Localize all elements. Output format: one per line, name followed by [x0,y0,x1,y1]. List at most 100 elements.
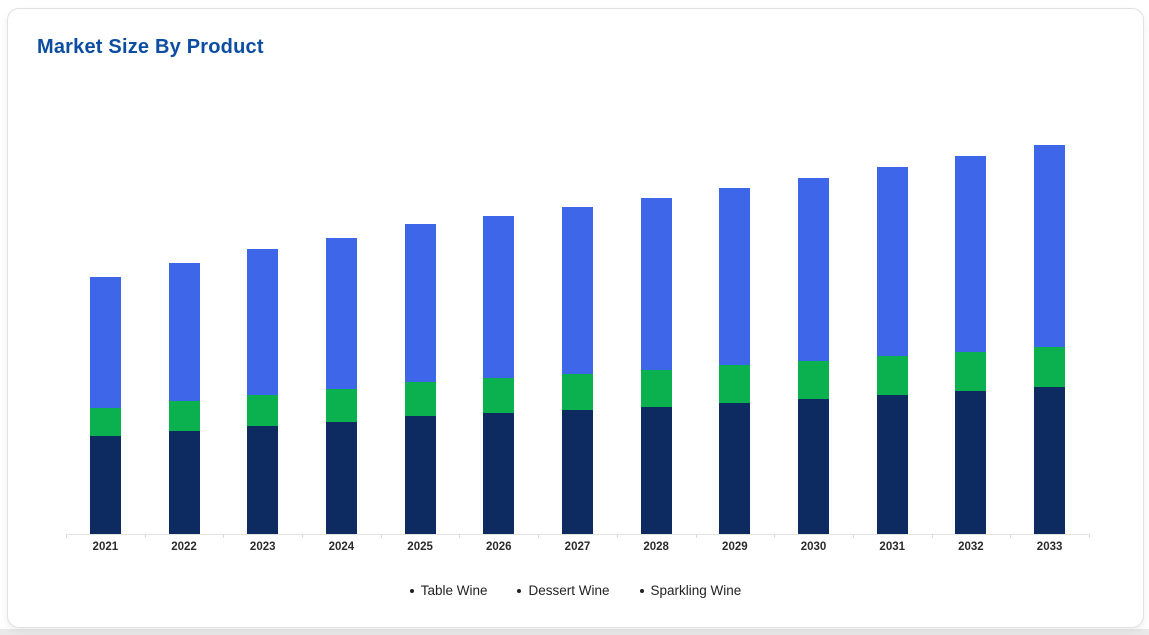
bar-segment-dessert-wine[interactable] [483,378,515,413]
bar-2025[interactable] [404,224,436,534]
x-axis-label-2027: 2027 [564,541,591,553]
bar-segment-sparkling-wine[interactable] [719,188,751,365]
bar-segment-sparkling-wine[interactable] [640,198,672,370]
bar-segment-dessert-wine[interactable] [719,365,751,403]
bar-segment-table-wine[interactable] [404,416,436,534]
bar-column-2025 [381,121,460,534]
bar-segment-table-wine[interactable] [1034,387,1066,534]
bar-column-2023 [223,121,302,534]
bar-segment-dessert-wine[interactable] [325,389,357,422]
legend-bullet-icon [517,588,522,593]
legend-label: Dessert Wine [528,583,610,598]
legend-bullet-icon [409,588,414,593]
axis-tick-mark [459,534,460,538]
bar-2031[interactable] [876,167,908,534]
bar-2021[interactable] [89,277,121,534]
bar-segment-sparkling-wine[interactable] [561,207,593,374]
x-axis-label-2031: 2031 [879,541,906,553]
bar-column-2021 [66,121,145,534]
axis-tick-mark [223,534,224,538]
bar-segment-table-wine[interactable] [640,407,672,534]
bar-segment-table-wine[interactable] [483,413,515,534]
bar-column-2031 [853,121,932,534]
axis-tick-mark [1089,534,1090,538]
axis-tick-mark [381,534,382,538]
legend-bullet-icon [639,588,644,593]
axis-tick-mark [774,534,775,538]
x-axis-label-2021: 2021 [92,541,119,553]
bar-2022[interactable] [168,263,200,534]
bar-column-2022 [145,121,224,534]
x-axis-label-2026: 2026 [485,541,512,553]
legend-label: Sparkling Wine [650,583,742,598]
bar-segment-table-wine[interactable] [325,422,357,534]
x-axis-label-2024: 2024 [328,541,355,553]
axis-tick-mark [696,534,697,538]
bar-2033[interactable] [1034,145,1066,534]
bar-2027[interactable] [561,207,593,534]
bar-segment-dessert-wine[interactable] [1034,347,1066,387]
bar-column-2030 [774,121,853,534]
bar-segment-table-wine[interactable] [719,403,751,534]
bar-segment-table-wine[interactable] [561,410,593,534]
bar-segment-sparkling-wine[interactable] [955,156,987,352]
bar-segment-dessert-wine[interactable] [640,370,672,407]
bar-2029[interactable] [719,188,751,534]
bar-segment-sparkling-wine[interactable] [1034,145,1066,347]
bar-column-2033 [1010,121,1089,534]
bar-segment-sparkling-wine[interactable] [876,167,908,356]
bar-segment-table-wine[interactable] [798,399,830,534]
bar-segment-table-wine[interactable] [168,431,200,534]
page-background-strip [0,629,1149,635]
bar-2028[interactable] [640,198,672,534]
bar-segment-table-wine[interactable] [955,391,987,534]
bar-segment-dessert-wine[interactable] [404,382,436,416]
axis-tick-mark [1010,534,1011,538]
axis-tick-mark [145,534,146,538]
bar-column-2032 [932,121,1011,534]
bar-column-2028 [617,121,696,534]
legend-item-table-wine[interactable]: Table Wine [409,583,488,598]
bar-segment-sparkling-wine[interactable] [798,178,830,361]
chart-card: Market Size By Product 2021 2022 2023 2024 2… [7,8,1144,628]
bar-segment-sparkling-wine[interactable] [483,216,515,378]
bar-segment-dessert-wine[interactable] [561,374,593,410]
bar-2030[interactable] [798,178,830,534]
bar-segment-dessert-wine[interactable] [798,361,830,399]
bar-segment-sparkling-wine[interactable] [404,224,436,382]
bar-segment-dessert-wine[interactable] [168,401,200,431]
x-axis-label-2028: 2028 [643,541,669,553]
bar-segment-dessert-wine[interactable] [955,352,987,391]
bar-2032[interactable] [955,156,987,534]
legend-label: Table Wine [420,583,488,598]
bar-column-2027 [538,121,617,534]
bar-segment-dessert-wine[interactable] [247,395,279,426]
x-axis-label-2025: 2025 [407,541,433,553]
bar-2024[interactable] [325,238,357,534]
bar-segment-sparkling-wine[interactable] [325,238,357,389]
bar-segment-sparkling-wine[interactable] [89,277,121,408]
bar-segment-sparkling-wine[interactable] [247,249,279,395]
bar-segment-dessert-wine[interactable] [876,356,908,395]
x-axis-label-2033: 2033 [1036,541,1063,553]
bar-segment-dessert-wine[interactable] [89,408,121,436]
bar-column-2029 [696,121,775,534]
chart-title: Market Size By Product [37,36,264,58]
axis-tick-mark [853,534,854,538]
legend-item-dessert-wine[interactable]: Dessert Wine [517,583,610,598]
plot-area [66,121,1090,538]
bar-2026[interactable] [483,216,515,534]
bar-segment-table-wine[interactable] [89,436,121,534]
bar-column-2024 [302,121,381,534]
legend-item-sparkling-wine[interactable]: Sparkling Wine [639,583,742,598]
x-axis-labels-row: 2021 2022 2023 2024 2025 2026 2027 2028 2029 2030… [66,535,1089,553]
bar-2023[interactable] [247,249,279,534]
axis-tick-mark [302,534,303,538]
stacked-bar-chart: 2021 2022 2023 2024 2025 2026 2027 2028 2029 2030… [66,121,1090,553]
x-axis-label-2032: 2032 [958,541,984,553]
axis-tick-mark [66,534,67,538]
axis-tick-mark [617,534,618,538]
bar-segment-table-wine[interactable] [876,395,908,534]
bar-segment-table-wine[interactable] [247,426,279,534]
bar-segment-sparkling-wine[interactable] [168,263,200,401]
